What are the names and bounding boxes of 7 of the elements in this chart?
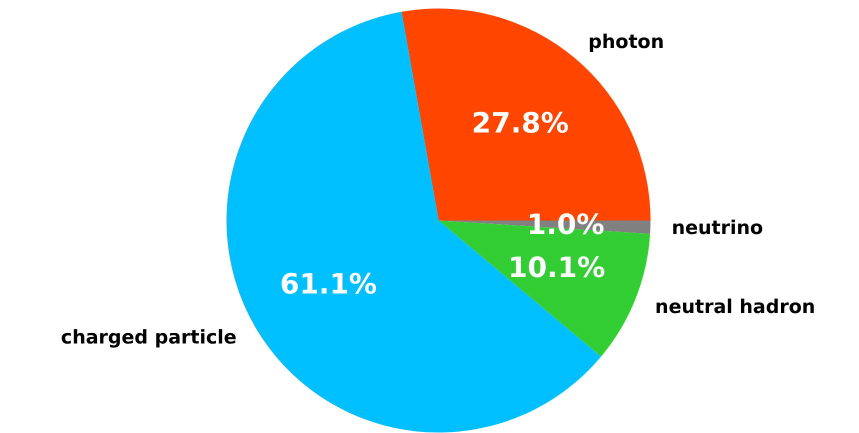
data-label: 27.8% — [472, 106, 569, 140]
slice-label: photon — [588, 30, 664, 53]
slice-label: neutral hadron — [655, 296, 816, 318]
slice-label: neutrino — [672, 216, 764, 239]
slice-label: charged particle — [60, 326, 237, 348]
data-label: 10.1% — [508, 251, 606, 284]
data-label: 61.1% — [280, 268, 377, 301]
